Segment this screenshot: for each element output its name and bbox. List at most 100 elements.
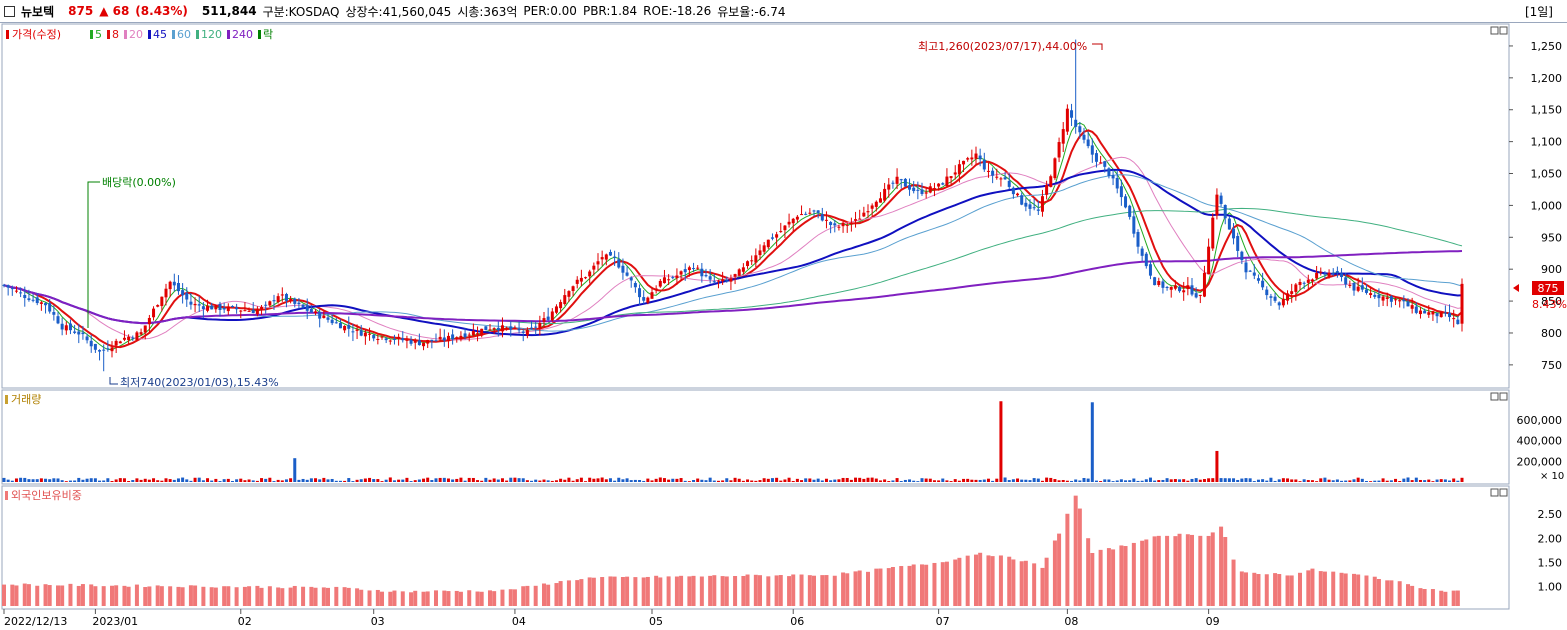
foreign-bar bbox=[998, 555, 1003, 606]
candle bbox=[970, 157, 974, 160]
candle bbox=[1215, 194, 1219, 216]
candle bbox=[27, 298, 31, 301]
foreign-bar bbox=[143, 587, 148, 606]
candle bbox=[746, 261, 750, 267]
volume-panel bbox=[1, 389, 1510, 485]
select-checkbox[interactable] bbox=[4, 5, 15, 17]
volume-bar bbox=[986, 478, 990, 482]
legend-ma-8: 락 bbox=[263, 28, 273, 41]
volume-bar bbox=[492, 478, 496, 482]
volume-bar bbox=[23, 477, 27, 482]
volume-bar bbox=[239, 478, 243, 482]
candle bbox=[1331, 273, 1335, 275]
volume-bar bbox=[1248, 478, 1252, 482]
volume-bar bbox=[683, 480, 687, 482]
date-tick-label: 03 bbox=[371, 615, 385, 628]
candle bbox=[392, 338, 396, 340]
close-icon[interactable] bbox=[1499, 488, 1508, 497]
volume-bar bbox=[280, 480, 284, 482]
volume-bar bbox=[218, 481, 222, 482]
candle bbox=[98, 350, 102, 352]
candle bbox=[330, 319, 334, 324]
candle bbox=[800, 214, 804, 216]
candle bbox=[928, 186, 932, 193]
volume-bar bbox=[721, 480, 725, 482]
foreign-bar bbox=[924, 564, 929, 606]
candle bbox=[210, 305, 214, 310]
volume-bar bbox=[588, 477, 592, 482]
foreign-bar bbox=[68, 583, 73, 606]
candle bbox=[44, 303, 48, 306]
foreign-bar bbox=[355, 588, 360, 606]
volume-bar bbox=[692, 479, 696, 482]
stock-name[interactable]: 뉴보텍 bbox=[21, 4, 55, 19]
volume-bar bbox=[858, 477, 862, 482]
foreign-panel-buttons[interactable] bbox=[1490, 488, 1508, 497]
candle bbox=[1065, 108, 1069, 132]
foreign-bar bbox=[247, 586, 252, 606]
volume-bar bbox=[800, 480, 804, 482]
volume-panel-buttons[interactable] bbox=[1490, 392, 1508, 401]
volume-bar bbox=[1456, 480, 1460, 482]
candle bbox=[48, 303, 52, 312]
candle bbox=[301, 304, 305, 308]
candle bbox=[122, 337, 126, 340]
candle bbox=[1323, 273, 1327, 275]
foreign-bar bbox=[600, 577, 605, 606]
stock-chart: 가격(수정) 5 8 20 45 60 120 240 락 거래량 외국인보유비중 750 80… bbox=[1, 23, 1567, 628]
close-icon[interactable] bbox=[1499, 26, 1508, 35]
price-panel-buttons[interactable] bbox=[1490, 26, 1508, 35]
minimize-icon[interactable] bbox=[1490, 26, 1499, 35]
candle bbox=[193, 303, 197, 306]
volume-bar bbox=[1169, 479, 1173, 482]
volume-bar bbox=[949, 481, 953, 482]
volume-bar bbox=[372, 479, 376, 482]
volume-bar bbox=[351, 481, 355, 482]
foreign-bar bbox=[280, 588, 285, 606]
candle bbox=[750, 260, 754, 262]
volume-bar bbox=[243, 480, 247, 482]
candle bbox=[39, 302, 43, 304]
volume-bar bbox=[118, 478, 122, 482]
current-price-tag: 875 8.43% bbox=[1513, 281, 1567, 311]
volume-bar bbox=[384, 479, 388, 482]
candle bbox=[1107, 168, 1111, 176]
foreign-bar bbox=[114, 585, 119, 606]
period-selector[interactable]: [1일] bbox=[1524, 5, 1553, 19]
foreign-tick-label: 1.00 bbox=[1538, 581, 1563, 594]
candle bbox=[23, 295, 27, 299]
foreign-bar bbox=[878, 568, 883, 606]
candle bbox=[974, 153, 978, 159]
candle bbox=[1053, 158, 1057, 179]
volume-bar bbox=[1057, 480, 1061, 482]
candle bbox=[1360, 285, 1364, 290]
candle bbox=[1198, 294, 1202, 296]
foreign-tick-label: 2.00 bbox=[1538, 532, 1563, 545]
volume-bar bbox=[1381, 478, 1385, 482]
foreign-bar bbox=[1364, 575, 1369, 606]
candle bbox=[2, 284, 6, 286]
foreign-bar bbox=[110, 585, 114, 606]
volume-tick-label: 400,000 bbox=[1517, 435, 1563, 448]
volume-bar bbox=[1377, 480, 1381, 482]
candle bbox=[309, 308, 313, 313]
candle bbox=[1389, 296, 1393, 302]
foreign-y-axis: 1.00 1.50 2.00 2.50 bbox=[1538, 508, 1563, 594]
volume-bar bbox=[1111, 481, 1115, 482]
volume-bar bbox=[1190, 478, 1194, 482]
foreign-bar bbox=[101, 586, 106, 606]
minimize-icon[interactable] bbox=[1490, 392, 1499, 401]
volume-bar bbox=[301, 478, 305, 482]
minimize-icon[interactable] bbox=[1490, 488, 1499, 497]
volume-bar bbox=[2, 477, 6, 482]
close-icon[interactable] bbox=[1499, 392, 1508, 401]
candle bbox=[185, 292, 189, 300]
foreign-bar bbox=[259, 587, 264, 606]
candle bbox=[388, 340, 392, 342]
candle bbox=[459, 335, 463, 340]
foreign-bar bbox=[147, 586, 152, 606]
volume-bar bbox=[1356, 477, 1360, 482]
candle bbox=[110, 347, 114, 352]
volume-bar bbox=[982, 479, 986, 482]
candle bbox=[1011, 187, 1015, 195]
